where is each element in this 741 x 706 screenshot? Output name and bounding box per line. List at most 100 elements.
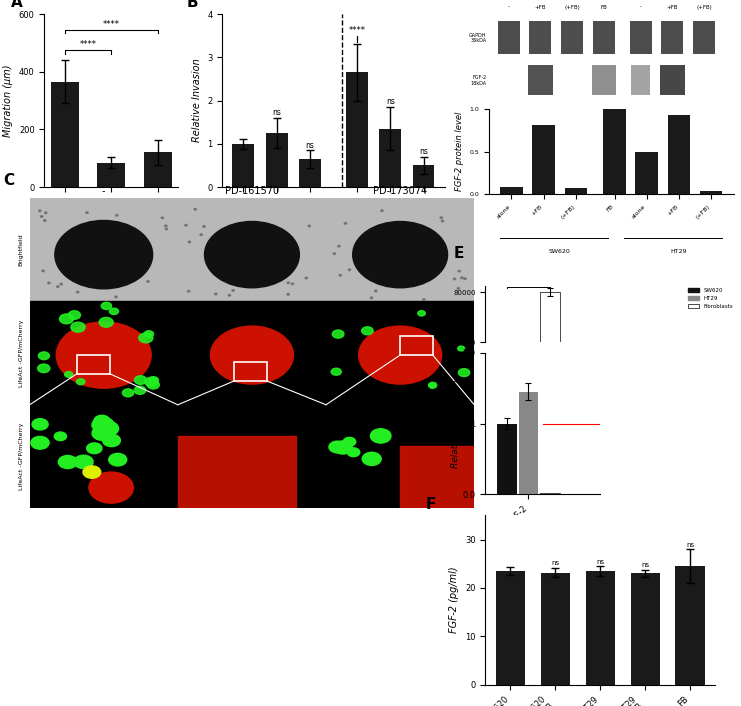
Bar — [178, 198, 326, 301]
Text: SW620: SW620 — [549, 249, 571, 254]
Bar — [498, 21, 519, 54]
Circle shape — [287, 294, 289, 295]
Bar — [413, 165, 434, 187]
Circle shape — [55, 220, 153, 289]
Bar — [528, 66, 553, 95]
Text: (+FB): (+FB) — [565, 5, 580, 10]
Bar — [529, 21, 551, 54]
Text: ns: ns — [641, 562, 649, 568]
Text: HT29: HT29 — [671, 249, 688, 254]
Circle shape — [99, 421, 119, 436]
Circle shape — [56, 286, 59, 287]
Bar — [668, 115, 691, 194]
Text: FB: FB — [601, 5, 608, 10]
Bar — [234, 362, 267, 381]
Circle shape — [329, 441, 345, 453]
Bar — [30, 301, 178, 405]
Circle shape — [188, 241, 190, 243]
Bar — [97, 162, 125, 187]
Text: C: C — [3, 173, 14, 189]
Text: -: - — [639, 5, 642, 10]
Bar — [497, 424, 516, 494]
Circle shape — [74, 455, 93, 469]
Circle shape — [459, 369, 470, 376]
Circle shape — [102, 434, 120, 447]
Circle shape — [359, 326, 442, 384]
Bar — [700, 191, 722, 194]
Circle shape — [71, 322, 85, 332]
Bar — [660, 66, 685, 95]
Text: ****: **** — [348, 25, 365, 35]
Circle shape — [144, 330, 153, 337]
Circle shape — [287, 282, 290, 284]
Circle shape — [134, 376, 147, 384]
Bar — [585, 571, 615, 685]
Circle shape — [134, 386, 146, 395]
Bar — [77, 355, 110, 373]
Bar — [178, 405, 326, 508]
Circle shape — [370, 429, 391, 443]
Circle shape — [375, 290, 377, 292]
Circle shape — [333, 253, 336, 254]
Circle shape — [116, 215, 118, 216]
Circle shape — [42, 270, 44, 272]
Text: (+FB): (+FB) — [697, 5, 712, 10]
Text: LifeAct -GFP/mCherry: LifeAct -GFP/mCherry — [19, 319, 24, 387]
Text: F: F — [425, 496, 436, 512]
Text: PD-173074: PD-173074 — [373, 186, 428, 196]
Circle shape — [429, 383, 436, 388]
Circle shape — [54, 432, 67, 441]
Text: GAPDH
36kDA: GAPDH 36kDA — [469, 32, 487, 43]
Bar — [496, 571, 525, 685]
Circle shape — [76, 378, 85, 385]
Bar — [326, 301, 474, 405]
Circle shape — [345, 222, 347, 225]
Circle shape — [333, 441, 352, 454]
Circle shape — [458, 346, 465, 351]
Circle shape — [200, 234, 202, 236]
Bar — [30, 405, 178, 508]
Y-axis label: Relative Invasion: Relative Invasion — [192, 59, 202, 143]
Circle shape — [338, 245, 340, 247]
Circle shape — [370, 297, 373, 299]
Circle shape — [185, 225, 187, 226]
Text: -: - — [102, 186, 105, 196]
Bar — [630, 21, 651, 54]
Circle shape — [348, 269, 350, 270]
Circle shape — [203, 226, 205, 227]
Circle shape — [162, 217, 164, 219]
Circle shape — [215, 293, 217, 295]
Bar — [541, 573, 570, 685]
Circle shape — [38, 364, 50, 373]
Circle shape — [122, 389, 133, 397]
Bar — [561, 21, 583, 54]
Text: B: B — [187, 0, 199, 10]
Bar — [299, 159, 321, 187]
Bar — [631, 573, 659, 685]
Circle shape — [232, 289, 234, 292]
Circle shape — [99, 318, 113, 327]
Circle shape — [440, 217, 442, 219]
Circle shape — [332, 330, 344, 338]
Circle shape — [187, 290, 190, 292]
Circle shape — [305, 277, 308, 279]
Circle shape — [210, 326, 293, 384]
Bar — [592, 66, 617, 95]
Text: ns: ns — [305, 140, 314, 150]
Bar — [400, 446, 474, 508]
Bar — [178, 301, 326, 405]
Text: ****: **** — [79, 40, 96, 49]
Circle shape — [76, 292, 79, 293]
Circle shape — [362, 453, 381, 465]
Text: ns: ns — [419, 148, 428, 156]
Text: On FB layer: On FB layer — [364, 260, 416, 269]
Circle shape — [86, 212, 88, 213]
Circle shape — [194, 208, 196, 210]
Circle shape — [31, 436, 49, 449]
Circle shape — [457, 287, 459, 289]
Bar — [50, 82, 79, 187]
Circle shape — [458, 270, 460, 272]
Bar — [662, 21, 683, 54]
Bar — [519, 392, 538, 494]
Text: FGF-2
18kDA: FGF-2 18kDA — [471, 75, 487, 85]
